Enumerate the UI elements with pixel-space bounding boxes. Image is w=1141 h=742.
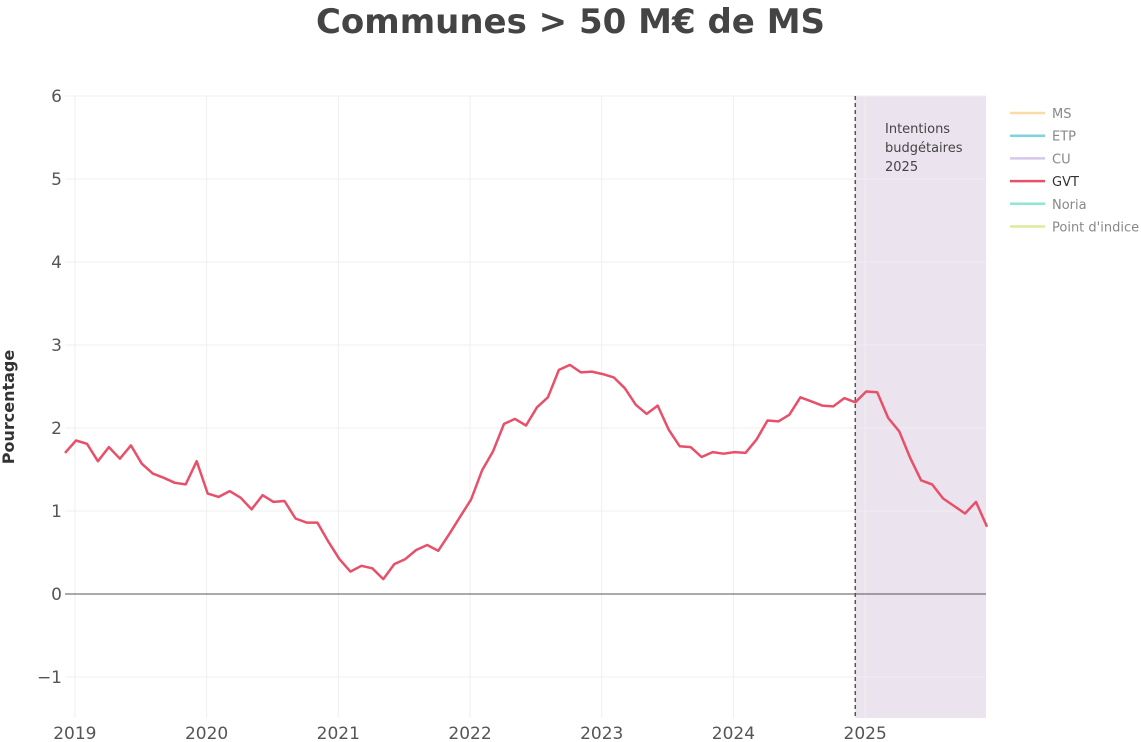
legend-item-label: Point d'indice: [1052, 221, 1139, 236]
legend-item-label: ETP: [1052, 130, 1076, 145]
x-tick-label: 2025: [844, 724, 887, 742]
x-tick-label: 2019: [53, 724, 96, 742]
y-tick-label: 3: [51, 336, 62, 356]
x-tick-label: 2021: [317, 724, 360, 742]
projection-shade: [855, 96, 986, 718]
annotation-text: Intentions: [885, 122, 950, 137]
y-tick-label: −1: [37, 668, 62, 688]
y-tick-label: 6: [51, 87, 62, 107]
x-tick-label: 2022: [448, 724, 491, 742]
legend-item-label: Noria: [1052, 198, 1087, 213]
legend-item-label: GVT: [1052, 175, 1079, 190]
annotation-text: budgétaires: [885, 141, 963, 156]
y-axis-label: Pourcentage: [0, 350, 18, 465]
y-tick-label: 0: [51, 585, 62, 605]
annotation-text: 2025: [885, 160, 918, 175]
y-tick-label: 1: [51, 502, 62, 522]
x-tick-label: 2024: [712, 724, 755, 742]
legend-item-label: MS: [1052, 107, 1071, 122]
series-line-gvt: [64, 363, 989, 581]
chart-title: Communes > 50 M€ de MS: [315, 2, 826, 42]
y-tick-label: 4: [51, 253, 62, 273]
y-tick-label: 5: [51, 170, 62, 190]
legend-item-label: CU: [1052, 152, 1071, 167]
x-tick-label: 2020: [185, 724, 228, 742]
x-tick-label: 2023: [580, 724, 623, 742]
y-tick-label: 2: [51, 419, 62, 439]
